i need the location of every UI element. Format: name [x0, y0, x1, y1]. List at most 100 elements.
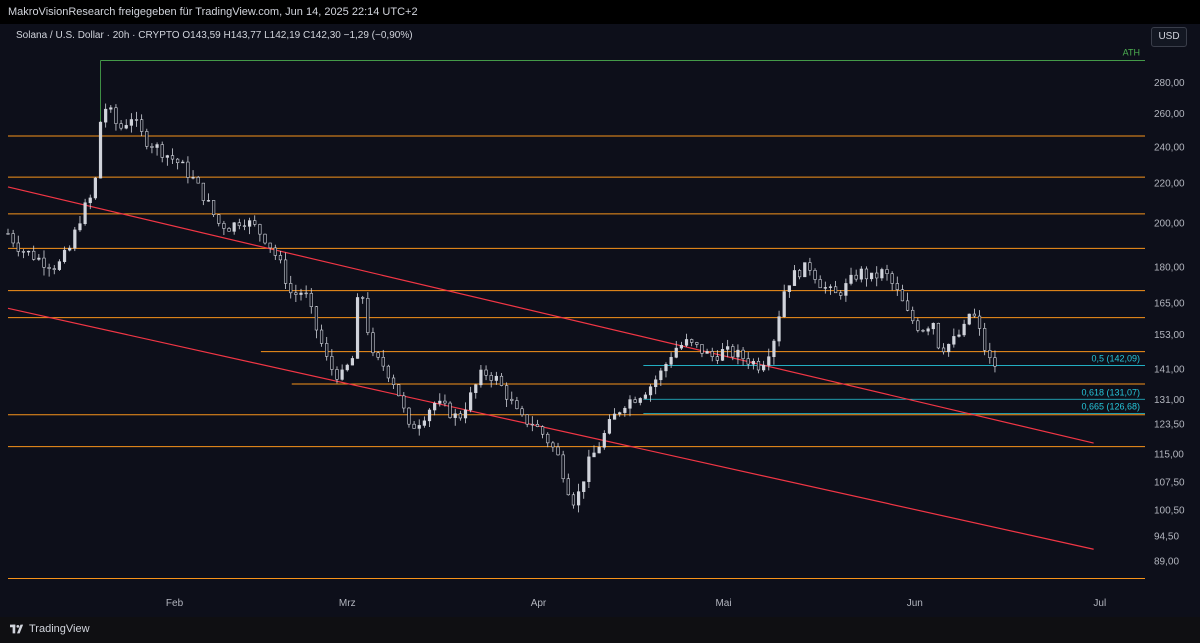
- trendline[interactable]: [7, 307, 1094, 550]
- candle-up: [726, 346, 730, 350]
- y-tick-label: 240,00: [1154, 142, 1185, 153]
- candle-up: [582, 481, 586, 492]
- candle-down: [294, 292, 298, 295]
- candle-up: [427, 409, 432, 422]
- candle-up: [782, 291, 786, 317]
- trendlines: [7, 186, 1094, 550]
- candle-up: [422, 420, 426, 426]
- candle-down: [864, 268, 869, 280]
- candle-down: [818, 279, 822, 289]
- candle-down: [988, 350, 992, 358]
- candle-down: [16, 242, 20, 252]
- currency-button[interactable]: USD: [1151, 27, 1187, 47]
- candle-up: [438, 400, 442, 404]
- candle-down: [993, 357, 997, 367]
- candle-up: [767, 356, 771, 366]
- candle-up: [494, 375, 498, 381]
- candle-down: [798, 270, 802, 278]
- candle-down: [119, 123, 123, 129]
- candle-up: [93, 177, 97, 199]
- candle-down: [443, 400, 447, 404]
- candle-down: [258, 224, 262, 235]
- published-by-text: MakroVisionResearch freigegeben für Trad…: [8, 6, 418, 18]
- tradingview-brand[interactable]: TradingView: [10, 623, 90, 635]
- candle-up: [37, 257, 41, 260]
- candle-down: [268, 242, 272, 249]
- candle-up: [602, 433, 606, 448]
- candle-down: [366, 298, 370, 333]
- candle-up: [607, 419, 612, 434]
- candle-up: [345, 364, 349, 371]
- candle-down: [756, 360, 761, 371]
- x-tick-label: Jun: [907, 598, 923, 609]
- candle-up: [679, 345, 683, 349]
- candle-down: [448, 402, 452, 418]
- candle-down: [731, 346, 735, 358]
- chart-area[interactable]: [0, 24, 1200, 617]
- x-tick-label: Apr: [531, 598, 547, 609]
- candle-down: [304, 292, 308, 295]
- candle-up: [654, 379, 658, 388]
- candle-up: [479, 369, 483, 386]
- candle-down: [6, 233, 10, 235]
- candle-down: [916, 320, 920, 331]
- candle-down: [170, 155, 175, 160]
- y-tick-label: 165,00: [1154, 299, 1185, 310]
- legend-text: Solana / U.S. Dollar · 20h · CRYPTO O143…: [16, 30, 413, 41]
- y-tick-label: 107,50: [1154, 477, 1185, 488]
- candle-down: [201, 182, 205, 201]
- candle-up: [823, 287, 827, 289]
- candle-up: [926, 328, 930, 332]
- y-tick-label: 220,00: [1154, 179, 1185, 190]
- y-tick-label: 141,00: [1154, 364, 1185, 375]
- candle-down: [278, 255, 283, 261]
- candle-down: [289, 283, 293, 294]
- candle-up: [659, 370, 663, 381]
- candle-up: [417, 425, 421, 429]
- tradingview-logo-icon: [10, 624, 24, 634]
- candle-down: [371, 332, 375, 354]
- candle-up: [859, 268, 863, 280]
- candle-down: [556, 446, 560, 456]
- candle-down: [242, 225, 247, 227]
- candle-down: [839, 292, 843, 296]
- candle-up: [947, 343, 951, 353]
- candle-up: [880, 269, 884, 279]
- candle-up: [849, 274, 853, 284]
- y-tick-label: 180,00: [1154, 262, 1185, 273]
- x-tick-label: Jul: [1093, 598, 1106, 609]
- candle-down: [11, 233, 15, 244]
- candle-down: [314, 306, 319, 331]
- candle-up: [648, 386, 653, 396]
- price-axis: 280,00 260,00 240,00 220,00 200,00 180,00 165,…: [1145, 24, 1200, 617]
- trendline[interactable]: [7, 186, 1094, 444]
- y-tick-label: 115,00: [1154, 449, 1184, 460]
- candle-down: [52, 268, 56, 270]
- candle-down: [505, 385, 509, 400]
- candle-up: [762, 364, 766, 371]
- candle-down: [813, 270, 817, 280]
- candle-up: [931, 322, 935, 330]
- fib-level-label: 0,5 (142,09): [1091, 354, 1140, 364]
- price-axis-background[interactable]: [1145, 24, 1200, 617]
- y-tick-label: 153,00: [1154, 330, 1185, 341]
- candle-up: [232, 222, 236, 232]
- candle-down: [983, 328, 987, 351]
- candle-up: [83, 202, 87, 225]
- candle-up: [463, 409, 468, 419]
- candle-down: [633, 399, 637, 403]
- candle-up: [181, 161, 185, 164]
- candle-up: [792, 270, 797, 286]
- candle-down: [561, 454, 565, 480]
- candle-down: [895, 283, 899, 290]
- candle-up: [68, 247, 72, 251]
- y-tick-label: 100,50: [1154, 506, 1185, 517]
- candle-down: [176, 158, 180, 163]
- candle-up: [705, 351, 709, 354]
- candle-up: [772, 340, 776, 358]
- candle-down: [875, 272, 879, 279]
- candle-down: [571, 494, 576, 506]
- candle-down: [900, 289, 905, 302]
- y-tick-label: 131,00: [1154, 395, 1185, 406]
